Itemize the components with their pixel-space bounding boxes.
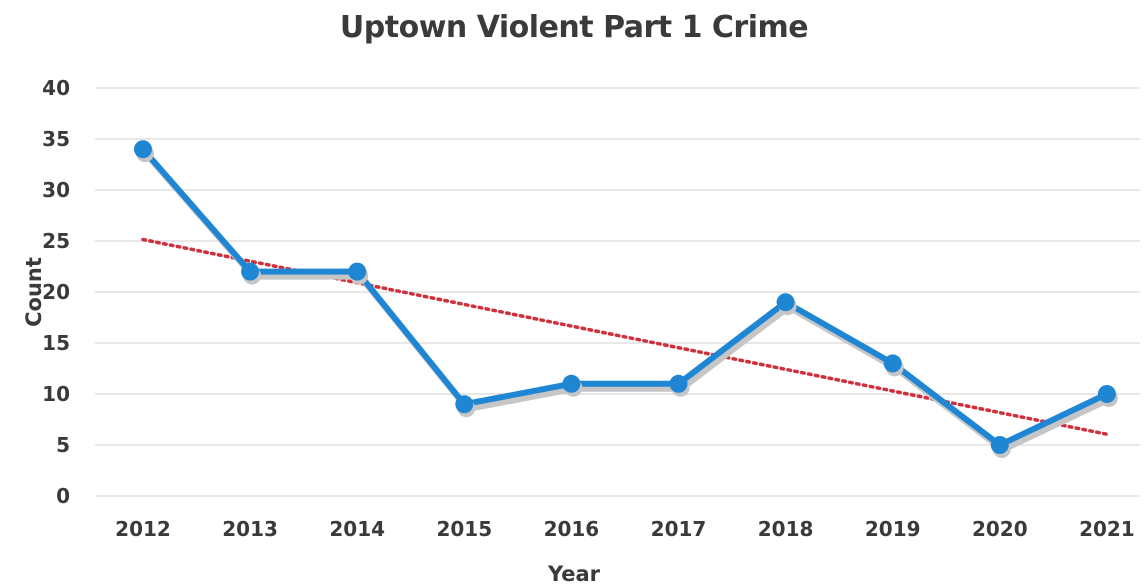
x-tick-label-2016: 2016	[544, 517, 600, 541]
y-tick-label-0: 0	[56, 484, 70, 508]
x-tick-label-2015: 2015	[436, 517, 492, 541]
gridlines	[95, 87, 1140, 497]
data-point-2012	[134, 140, 152, 159]
y-tick-label-5: 5	[56, 433, 70, 457]
y-axis-title: Count	[22, 257, 46, 327]
data-point-2019	[883, 354, 902, 373]
x-tick-label-2021: 2021	[1079, 517, 1135, 541]
x-tick-label-2020: 2020	[972, 517, 1028, 541]
chart-title: Uptown Violent Part 1 Crime	[339, 10, 809, 45]
y-tick-label-10: 10	[42, 382, 70, 406]
data-point-2018	[776, 293, 795, 312]
x-tick-label-2013: 2013	[222, 517, 278, 541]
y-tick-labels: 0 5 10 15 20 25 30 35 40	[42, 76, 70, 508]
x-tick-labels: 2012 2013 2014 2015 2016 2017 2018 2019 2020 2021	[115, 517, 1135, 541]
y-tick-label-20: 20	[42, 280, 70, 304]
data-point-2015	[455, 395, 474, 414]
x-tick-label-2014: 2014	[329, 517, 385, 541]
y-tick-label-15: 15	[42, 331, 70, 355]
y-tick-label-40: 40	[42, 76, 70, 100]
data-point-2017	[669, 374, 688, 393]
data-point-2013	[241, 262, 260, 281]
series-line	[140, 146, 1113, 453]
x-tick-label-2018: 2018	[758, 517, 814, 541]
y-tick-label-30: 30	[42, 178, 70, 202]
x-tick-label-2017: 2017	[651, 517, 707, 541]
data-point-2016	[562, 374, 581, 393]
data-point-2020	[990, 436, 1009, 454]
x-axis-title: Year	[547, 562, 601, 586]
data-point-2021	[1097, 385, 1116, 403]
series-line	[140, 146, 1110, 448]
y-tick-label-35: 35	[42, 127, 70, 151]
data-point-2014	[348, 262, 367, 281]
x-tick-label-2019: 2019	[865, 517, 921, 541]
x-tick-label-2012: 2012	[115, 517, 171, 541]
y-tick-label-25: 25	[42, 229, 70, 253]
data-points	[134, 140, 1118, 458]
